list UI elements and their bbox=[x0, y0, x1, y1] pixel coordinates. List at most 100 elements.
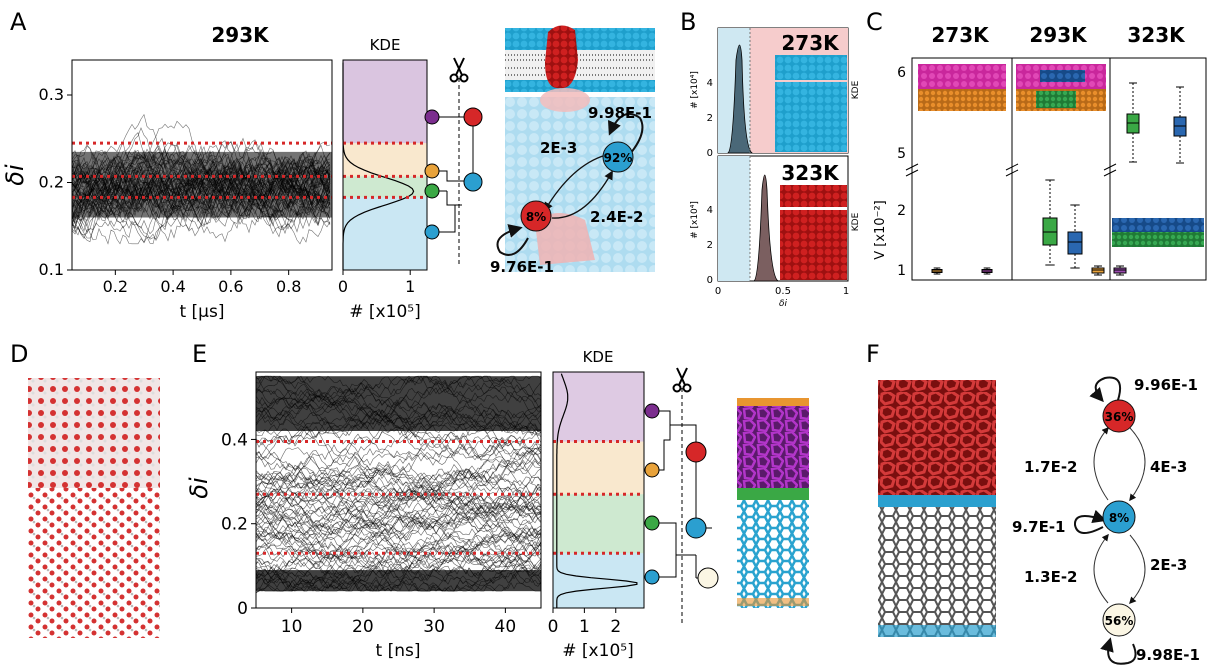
panel-f-edge-blue-white: 2E-3 bbox=[1150, 556, 1187, 574]
panel-b-kde-bottom: KDE bbox=[851, 212, 861, 231]
ytick-label: 0.4 bbox=[221, 430, 248, 450]
panel-a-dendrogram bbox=[435, 78, 474, 265]
panel-a-xlabel: t [μs] bbox=[179, 302, 224, 322]
panel-b-top-label: 273K bbox=[781, 31, 840, 55]
kde-state-band bbox=[553, 553, 644, 608]
panel-a-dendro-node-orange bbox=[424, 163, 440, 179]
panel-a-dendro-node-purple bbox=[424, 109, 440, 125]
trace-line bbox=[255, 531, 542, 574]
panel-a-dendro-node-green bbox=[424, 183, 440, 199]
panel-c-ytick-6: 6 bbox=[897, 65, 906, 81]
panel-b-yticks-top-2: 2 bbox=[707, 113, 713, 124]
kde-state-band bbox=[343, 176, 427, 198]
panel-a-state-8-label: 8% bbox=[526, 210, 546, 224]
kde-state-band bbox=[553, 372, 644, 442]
panel-f-state-56-label: 56% bbox=[1105, 614, 1134, 628]
panel-b-xlabel: δi bbox=[779, 299, 788, 309]
kde-xtick-label: 1 bbox=[405, 277, 415, 296]
xtick-label: 0.8 bbox=[276, 277, 301, 296]
panel-a-xticks: 0.2 0.4 0.6 0.8 bbox=[103, 270, 301, 296]
panel-a-timeseries: 0.1 0.2 0.3 0.2 0.4 0.6 0.8 δi t [μs] bbox=[1, 59, 333, 322]
panel-letter-E: E bbox=[192, 340, 207, 368]
panel-c-ytick-2: 2 bbox=[897, 203, 906, 219]
panel-a-state-network: 92% 8% 9.98E-1 2E-3 2.4E-2 9.76E-1 bbox=[490, 104, 652, 276]
xtick-label: 30 bbox=[423, 617, 445, 637]
ytick-label: 0 bbox=[237, 599, 248, 619]
panel-e-kde-title: KDE bbox=[583, 348, 614, 366]
trace-line bbox=[255, 435, 542, 493]
trace-line bbox=[255, 451, 542, 508]
panel-e-dendro-node-white-big bbox=[697, 567, 719, 589]
panel-a-state-92 bbox=[602, 141, 634, 173]
panel-f-state-8-label: 8% bbox=[1109, 511, 1129, 525]
panel-a-yticks: 0.1 0.2 0.3 bbox=[39, 85, 72, 279]
panel-c-ytick-5: 5 bbox=[897, 146, 906, 162]
panel-e-ice-structure bbox=[737, 398, 809, 608]
trace-line bbox=[255, 481, 542, 521]
panel-b-yticks-top-4: 4 bbox=[707, 78, 713, 89]
panel-b-xtick-0: 0 bbox=[715, 286, 721, 297]
panel-e-dendro-node-blue bbox=[644, 569, 660, 585]
panel-f: 36% 8% 56% 9.96E-1 1.7E-2 4E-3 9.7E-1 1.… bbox=[878, 376, 1200, 665]
trace-line bbox=[255, 459, 542, 520]
kde-state-band bbox=[343, 143, 427, 177]
trace-line bbox=[255, 489, 542, 558]
panel-e-dendro-node-blue-big bbox=[685, 517, 707, 539]
xtick-label: 10 bbox=[281, 617, 303, 637]
panel-e-dendro-node-orange bbox=[644, 462, 660, 478]
panel-a-edge-red-blue: 2.4E-2 bbox=[590, 208, 643, 226]
trace-line bbox=[255, 449, 542, 566]
panel-letter-C: C bbox=[866, 8, 883, 36]
panel-f-edge-self-red: 9.96E-1 bbox=[1134, 376, 1198, 394]
panel-letter-B: B bbox=[680, 8, 696, 36]
panel-e-kde-xlabel: # [x10⁵] bbox=[562, 641, 633, 661]
panel-b-bottom-label: 323K bbox=[781, 161, 840, 185]
panel-letter-A: A bbox=[10, 8, 27, 36]
panel-c-title-323: 323K bbox=[1127, 23, 1186, 47]
panel-f-edge-white-blue: 1.3E-2 bbox=[1024, 568, 1077, 586]
panel-f-state-network: 36% 8% 56% 9.96E-1 1.7E-2 4E-3 9.7E-1 1.… bbox=[1012, 376, 1200, 665]
ytick-label: 0.2 bbox=[39, 173, 64, 192]
trace-line bbox=[256, 469, 542, 511]
panel-a-trace-band bbox=[71, 113, 332, 245]
panel-f-state-8 bbox=[1102, 500, 1136, 534]
panel-b-ylabel-bottom: # [x10⁴] bbox=[690, 201, 700, 239]
panel-f-edge-blue-red: 1.7E-2 bbox=[1024, 458, 1077, 476]
panel-a-membrane-state-map bbox=[505, 88, 655, 272]
panel-b-xtick-05: 0.5 bbox=[775, 286, 791, 297]
panel-e-kde-curve bbox=[556, 373, 638, 608]
panel-f-state-36-label: 36% bbox=[1105, 410, 1134, 424]
panel-a-edge-self-blue: 9.98E-1 bbox=[588, 104, 652, 122]
panel-a-membrane-top bbox=[505, 25, 655, 92]
trace-line bbox=[255, 473, 542, 548]
scissors-icon bbox=[672, 367, 692, 393]
trace-line bbox=[255, 421, 542, 458]
panel-e-trace-band bbox=[255, 375, 542, 594]
panel-b: 273K KDE 323K KDE 4 2 0 4 2 0 # [x10⁴] #… bbox=[690, 27, 861, 309]
panel-e-dendrogram bbox=[652, 388, 712, 625]
panel-f-edge-self-blue: 9.7E-1 bbox=[1012, 518, 1065, 536]
trace-line bbox=[255, 515, 542, 570]
panel-c: 273K 293K 323K 6 5 2 1 V [x10⁻²] bbox=[873, 23, 1207, 281]
xtick-label: 0.4 bbox=[160, 277, 185, 296]
panel-f-state-36 bbox=[1102, 399, 1136, 433]
panel-f-structure bbox=[878, 380, 996, 637]
trace-line bbox=[255, 525, 542, 557]
xtick-label: 40 bbox=[495, 617, 517, 637]
panel-c-ytick-1: 1 bbox=[897, 263, 906, 279]
panel-letter-F: F bbox=[866, 340, 880, 368]
panel-a-state-92-label: 92% bbox=[604, 151, 633, 165]
panel-a-dendro-node-blue-big bbox=[463, 172, 483, 192]
trace-line bbox=[255, 467, 542, 524]
trace-line bbox=[255, 507, 542, 552]
ytick-label: 0.3 bbox=[39, 85, 64, 104]
panel-e-ylabel: δi bbox=[185, 477, 213, 499]
panel-a-kde-title: KDE bbox=[370, 36, 401, 54]
panel-letter-D: D bbox=[10, 340, 28, 368]
panel-e-dendro-node-purple bbox=[644, 403, 660, 419]
panel-b-xtick-1: 1 bbox=[843, 286, 849, 297]
panel-e-dendro-node-green bbox=[644, 515, 660, 531]
panel-e-timeseries: 0 0.2 0.4 10 20 30 40 δi t [ns] bbox=[185, 371, 542, 661]
